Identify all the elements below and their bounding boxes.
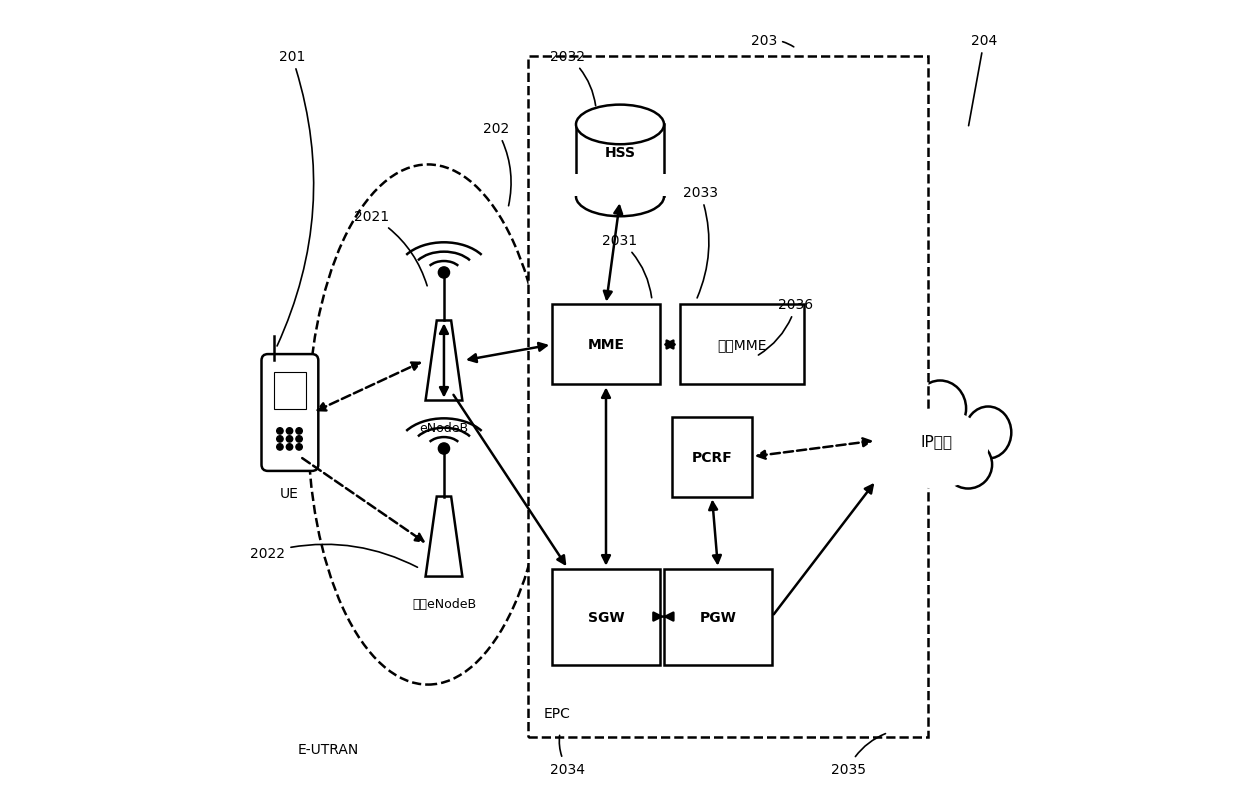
Text: 2036: 2036 [759,298,813,355]
Circle shape [286,444,293,451]
Polygon shape [425,321,463,401]
FancyBboxPatch shape [262,354,319,472]
Text: 2032: 2032 [551,51,595,107]
Circle shape [277,428,283,435]
Ellipse shape [577,106,663,145]
Text: 其它eNodeB: 其它eNodeB [412,597,476,610]
Text: 202: 202 [482,122,511,206]
Circle shape [277,444,283,451]
Text: MME: MME [588,338,625,352]
Text: 2033: 2033 [682,186,718,298]
Text: PGW: PGW [699,610,737,624]
Circle shape [277,436,283,443]
Circle shape [286,428,293,435]
Bar [552,569,660,665]
Ellipse shape [897,441,944,489]
Text: 2034: 2034 [551,735,585,776]
Bar [274,373,305,409]
Bar [552,305,660,385]
Circle shape [296,444,303,451]
Circle shape [296,436,303,443]
Text: HSS: HSS [604,146,635,160]
Text: E-UTRAN: E-UTRAN [298,742,358,755]
Text: 2021: 2021 [355,210,427,286]
Ellipse shape [944,441,992,489]
Ellipse shape [914,381,966,437]
Text: UE: UE [280,486,299,500]
Circle shape [439,268,450,279]
Circle shape [286,436,293,443]
Text: 204: 204 [968,34,997,127]
Circle shape [439,444,450,455]
Text: PCRF: PCRF [692,450,733,464]
Bar [663,569,773,665]
Ellipse shape [869,407,915,459]
Bar [672,417,751,497]
Circle shape [296,428,303,435]
Bar [680,305,804,385]
Text: 2022: 2022 [250,545,418,568]
Polygon shape [425,497,463,577]
Text: IP业务: IP业务 [920,433,952,448]
Ellipse shape [910,423,962,475]
Text: SGW: SGW [588,610,624,624]
Bar [528,57,928,737]
Ellipse shape [577,177,663,217]
Text: 2031: 2031 [603,234,652,298]
Ellipse shape [884,409,988,489]
Text: 其它MME: 其它MME [717,338,766,352]
Text: 201: 201 [277,51,314,346]
Ellipse shape [965,407,1012,459]
Bar [574,175,666,197]
Text: eNodeB: eNodeB [419,421,469,434]
Text: 2035: 2035 [831,734,885,776]
Bar [577,125,663,197]
Text: EPC: EPC [544,706,570,719]
Text: 203: 203 [751,34,794,48]
